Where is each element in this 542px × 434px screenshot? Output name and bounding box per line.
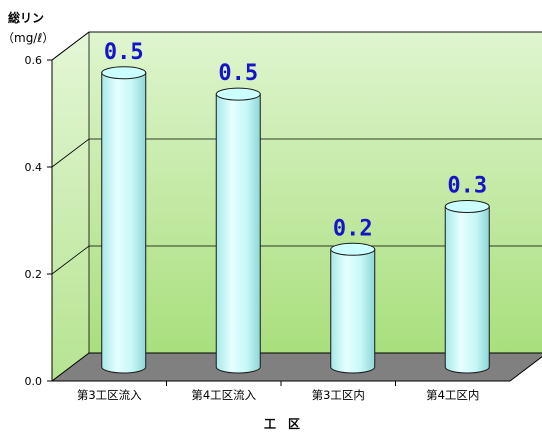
bar-top-cap <box>445 201 489 213</box>
y-tick-label: 0.2 <box>25 268 43 281</box>
y-axis-unit: （mg/ℓ） <box>2 31 54 45</box>
category-label: 第3工区流入 <box>77 388 142 402</box>
y-tick-label: 0.6 <box>25 54 43 67</box>
bar <box>445 201 489 374</box>
bar-top-cap <box>216 88 260 100</box>
category-labels: 第3工区流入 第4工区流入 第3工区内 第4工区内 <box>77 381 480 402</box>
bar <box>102 67 146 373</box>
data-label: 0.5 <box>218 61 258 86</box>
data-label: 0.2 <box>333 216 373 241</box>
category-label: 第3工区内 <box>312 388 365 402</box>
bar <box>216 88 260 373</box>
data-label: 0.3 <box>447 174 487 199</box>
bar-body <box>445 207 489 374</box>
x-axis-title: 工 区 <box>264 417 300 430</box>
y-tick-label: 0.4 <box>25 161 43 174</box>
bar-top-cap <box>102 67 146 79</box>
y-tick-label: 0.0 <box>25 375 43 388</box>
category-label: 第4工区流入 <box>191 388 256 402</box>
bar-body <box>331 249 375 373</box>
bar-body <box>216 94 260 373</box>
category-label: 第4工区内 <box>426 388 479 402</box>
side-wall-panel <box>52 32 89 381</box>
bar-body <box>102 73 146 373</box>
bar <box>331 243 375 373</box>
bar-top-cap <box>331 243 375 255</box>
data-label: 0.5 <box>104 40 144 65</box>
y-axis-title: 総リン <box>8 10 44 25</box>
